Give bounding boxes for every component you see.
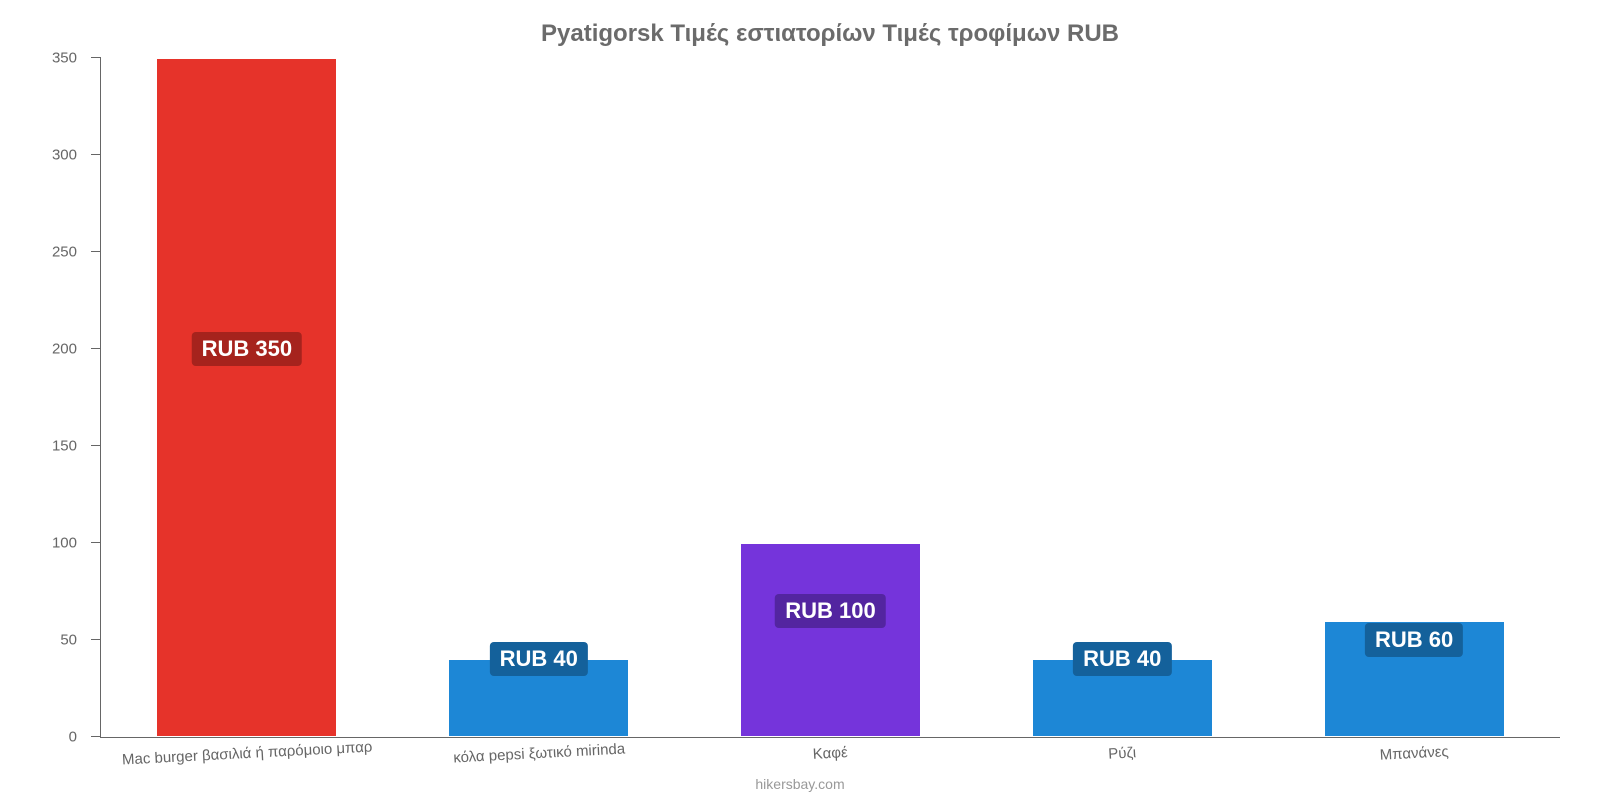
chart-container: Pyatigorsk Τιμές εστιατορίων Τιμές τροφί… xyxy=(0,0,1600,800)
y-tick: 300 xyxy=(91,154,101,155)
bar-slot: κόλα pepsi ξωτικό mirindaRUB 40 xyxy=(393,58,685,737)
y-tick-label: 300 xyxy=(52,147,91,164)
y-tick: 150 xyxy=(91,445,101,446)
attribution-text: hikersbay.com xyxy=(755,776,844,792)
bar xyxy=(156,58,337,737)
y-tick: 0 xyxy=(91,736,101,737)
x-category-label: Ρύζι xyxy=(1108,736,1137,762)
bar-slot: ΚαφέRUB 100 xyxy=(685,58,977,737)
value-badge: RUB 60 xyxy=(1365,623,1463,657)
y-tick-label: 150 xyxy=(52,438,91,455)
value-badge: RUB 40 xyxy=(490,642,588,676)
bar-slot: ΡύζιRUB 40 xyxy=(976,58,1268,737)
x-category-label: Μπανάνες xyxy=(1379,735,1449,764)
bars-group: Mac burger βασιλιά ή παρόμοιο μπαρRUB 35… xyxy=(101,58,1560,737)
y-tick-label: 250 xyxy=(52,244,91,261)
chart-title: Pyatigorsk Τιμές εστιατορίων Τιμές τροφί… xyxy=(100,20,1560,48)
bar xyxy=(740,543,921,737)
bar-slot: ΜπανάνεςRUB 60 xyxy=(1268,58,1560,737)
y-tick: 250 xyxy=(91,251,101,252)
y-tick-label: 0 xyxy=(69,729,91,746)
value-badge: RUB 350 xyxy=(192,332,302,366)
y-tick-label: 100 xyxy=(52,535,91,552)
plot-area: Mac burger βασιλιά ή παρόμοιο μπαρRUB 35… xyxy=(100,58,1560,738)
x-category-label: Καφέ xyxy=(812,736,848,763)
value-badge: RUB 40 xyxy=(1073,642,1171,676)
bar-slot: Mac burger βασιλιά ή παρόμοιο μπαρRUB 35… xyxy=(101,58,393,737)
value-badge: RUB 100 xyxy=(775,594,885,628)
y-tick-label: 350 xyxy=(52,50,91,67)
y-tick: 50 xyxy=(91,639,101,640)
y-tick: 200 xyxy=(91,348,101,349)
y-tick: 100 xyxy=(91,542,101,543)
y-tick-label: 50 xyxy=(60,632,91,649)
y-tick-label: 200 xyxy=(52,341,91,358)
y-tick: 350 xyxy=(91,57,101,58)
x-category-label: κόλα pepsi ξωτικό mirinda xyxy=(452,733,625,767)
